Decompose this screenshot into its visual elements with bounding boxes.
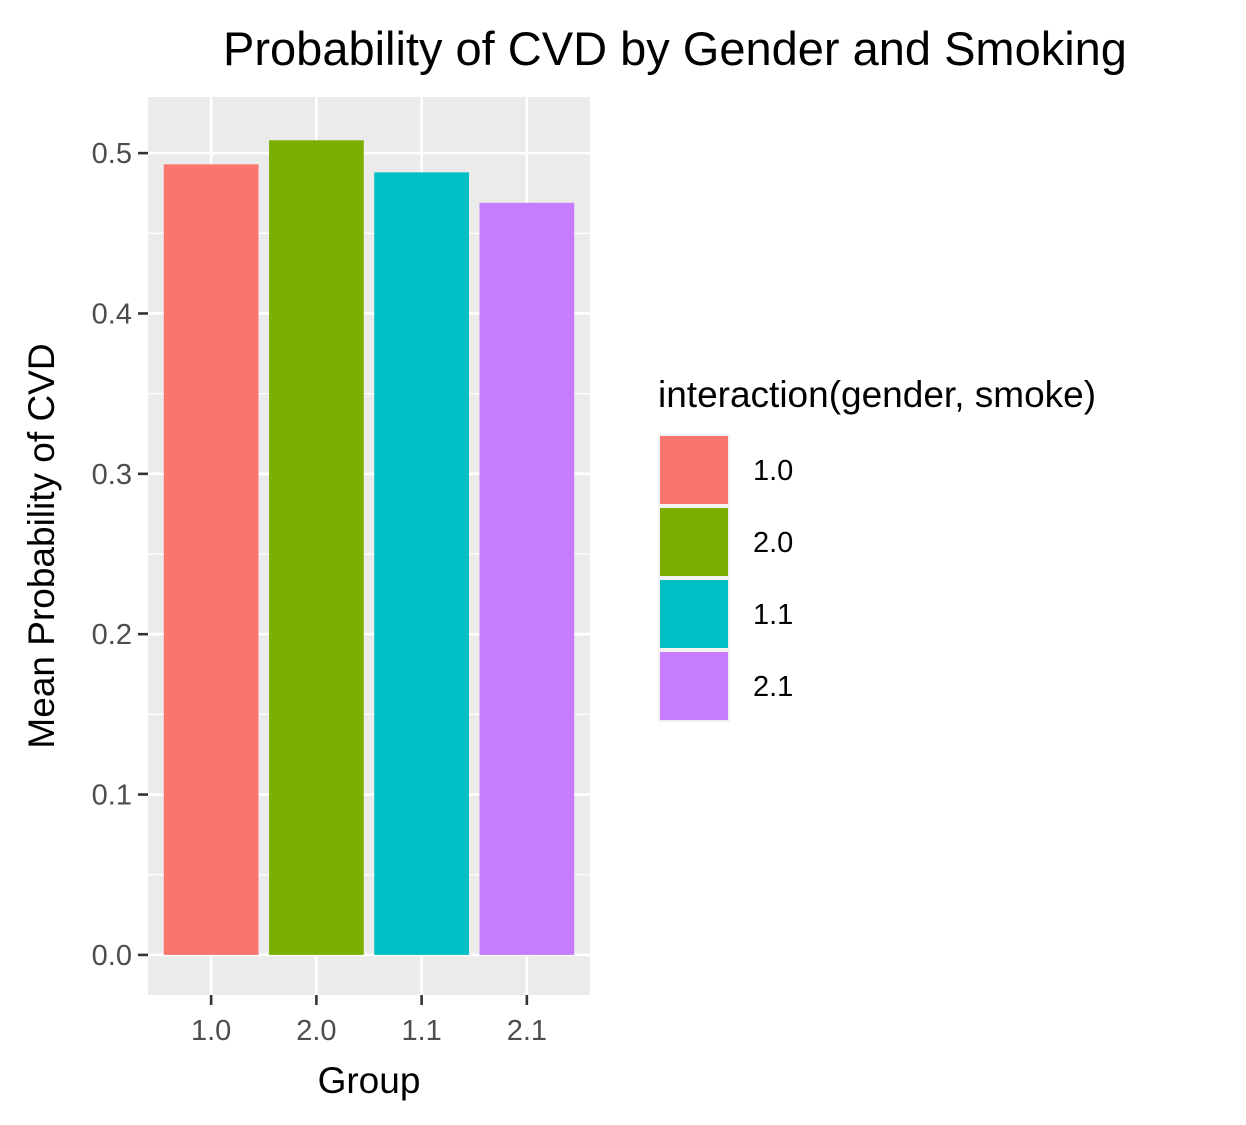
bar	[163, 164, 259, 955]
legend-label: 1.0	[753, 455, 793, 487]
y-tick-label: 0.2	[92, 619, 132, 651]
legend-key	[658, 434, 730, 506]
legend-label: 2.0	[753, 527, 793, 559]
x-axis-title: Group	[318, 1060, 421, 1101]
legend-key	[658, 506, 730, 578]
bar	[269, 140, 364, 955]
x-axis: 1.0 2.0 1.1 2.1	[191, 995, 547, 1047]
y-tick-label: 0.0	[92, 940, 132, 972]
y-axis-title: Mean Probability of CVD	[21, 343, 62, 748]
x-tick-label: 2.0	[296, 1015, 336, 1047]
legend-items: 1.0 2.0 1.1 2.1	[658, 434, 793, 722]
bar	[374, 172, 469, 955]
y-axis: 0.0 0.1 0.2 0.3 0.4 0.5	[92, 138, 148, 972]
legend-label: 2.1	[753, 671, 793, 703]
legend-key	[658, 650, 730, 722]
x-tick-label: 1.1	[401, 1015, 441, 1047]
legend: interaction(gender, smoke) 1.0 2.0 1.1 2.1	[658, 374, 1096, 722]
x-tick-label: 1.0	[191, 1015, 231, 1047]
y-tick-label: 0.3	[92, 459, 132, 491]
y-tick-label: 0.5	[92, 138, 132, 170]
y-tick-label: 0.1	[92, 780, 132, 812]
y-tick-label: 0.4	[92, 298, 132, 330]
x-tick-label: 2.1	[507, 1015, 547, 1047]
chart-title: Probability of CVD by Gender and Smoking	[223, 22, 1127, 75]
bars	[163, 140, 575, 955]
legend-title: interaction(gender, smoke)	[658, 374, 1096, 415]
bar	[479, 202, 575, 955]
legend-label: 1.1	[753, 599, 793, 631]
legend-key	[658, 578, 730, 650]
